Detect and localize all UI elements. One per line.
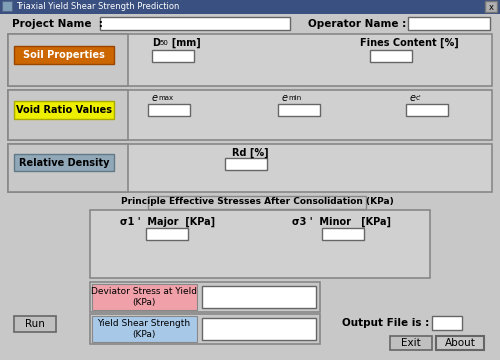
Bar	[90, 314, 320, 344]
Text: e: e	[282, 93, 288, 103]
Text: Rd [%]: Rd [%]	[232, 148, 268, 158]
Text: Output File is :: Output File is :	[342, 318, 429, 328]
Bar	[485, 1, 497, 12]
Bar	[8, 90, 128, 140]
Text: σ3 '  Minor   [KPa]: σ3 ' Minor [KPa]	[292, 217, 392, 227]
Text: σ1 '  Major  [KPa]: σ1 ' Major [KPa]	[120, 217, 216, 227]
Bar	[370, 50, 412, 62]
Bar	[408, 17, 490, 30]
Bar	[148, 196, 366, 209]
Text: Fines Content [%]: Fines Content [%]	[360, 38, 459, 48]
Bar	[90, 282, 320, 312]
Bar	[432, 316, 462, 330]
Text: max: max	[158, 95, 173, 101]
Bar	[90, 210, 430, 278]
Bar	[92, 316, 197, 342]
Bar	[14, 154, 114, 171]
Text: 50: 50	[159, 40, 168, 46]
Bar	[8, 34, 492, 86]
Bar	[278, 104, 320, 116]
Text: Relative Density: Relative Density	[19, 158, 109, 167]
Bar	[8, 90, 492, 140]
Bar	[202, 318, 316, 340]
Bar	[148, 104, 190, 116]
Bar	[436, 336, 484, 350]
Text: Yield Shear Strength
(KPa): Yield Shear Strength (KPa)	[98, 319, 190, 339]
Bar	[406, 104, 448, 116]
Text: About: About	[444, 338, 476, 348]
Bar	[152, 50, 194, 62]
Text: Project Name  :: Project Name :	[12, 19, 103, 29]
Text: Run: Run	[25, 319, 45, 329]
Bar	[8, 34, 128, 86]
Text: e: e	[410, 93, 416, 103]
Bar	[390, 336, 432, 350]
Text: Operator Name :: Operator Name :	[308, 19, 406, 29]
Bar	[202, 286, 316, 308]
Text: Triaxial Yield Shear Strength Prediction: Triaxial Yield Shear Strength Prediction	[16, 2, 179, 11]
Bar	[8, 144, 492, 192]
Text: D: D	[152, 38, 160, 48]
Bar	[0, 0, 500, 14]
Text: Void Ratio Values: Void Ratio Values	[16, 105, 112, 115]
Text: c': c'	[416, 95, 422, 101]
Bar	[14, 101, 114, 119]
Text: min: min	[288, 95, 301, 101]
Text: Exit: Exit	[401, 338, 421, 348]
Text: Soil Properties: Soil Properties	[23, 50, 105, 60]
Bar	[322, 228, 364, 240]
Text: [mm]: [mm]	[165, 38, 201, 48]
Text: Deviator Stress at Yield
(KPa): Deviator Stress at Yield (KPa)	[91, 287, 197, 307]
Text: x: x	[488, 3, 494, 12]
Bar	[146, 228, 188, 240]
Bar	[14, 46, 114, 64]
Bar	[14, 316, 56, 332]
Text: Principle Effective Stresses After Consolidation (KPa): Principle Effective Stresses After Conso…	[120, 197, 394, 206]
Bar	[8, 144, 128, 192]
Bar	[92, 284, 197, 310]
Bar	[225, 158, 267, 170]
Text: e: e	[152, 93, 158, 103]
Bar	[2, 1, 12, 11]
Bar	[100, 17, 290, 30]
